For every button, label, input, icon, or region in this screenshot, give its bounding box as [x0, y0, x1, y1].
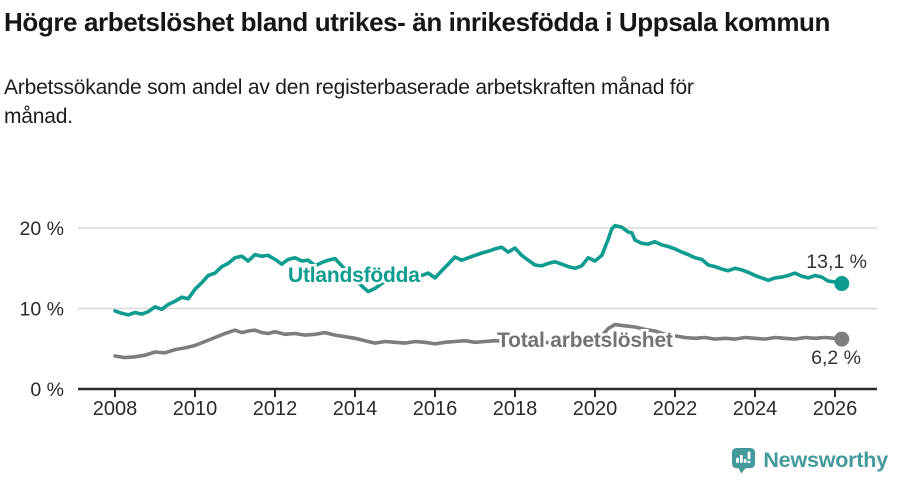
chart-canvas: 2008 2010 2012 2014 2016 2018 2020 2022 2024 2026…	[20, 218, 877, 420]
y-tick-label: 10 %	[20, 299, 64, 321]
series-end-dot-1	[834, 331, 850, 347]
x-tick-label: 2008	[93, 398, 138, 420]
x-tick-label: 2024	[733, 398, 778, 420]
y-tick-label: 0 %	[30, 379, 64, 401]
x-tick-label: 2012	[253, 398, 298, 420]
series-end-dot-0	[834, 276, 850, 292]
series-line-0	[113, 223, 844, 317]
newsworthy-logo-text: Newsworthy	[763, 448, 888, 472]
x-tick-label: 2010	[173, 398, 218, 420]
y-tick-label: 20 %	[20, 218, 64, 240]
newsworthy-logo-icon	[732, 448, 756, 474]
series-end-value-1: 6,2 %	[811, 347, 861, 369]
x-tick-label: 2022	[653, 398, 698, 420]
x-tick-label: 2026	[813, 398, 858, 420]
x-tick-label: 2020	[573, 398, 618, 420]
page-subtitle: Arbetssökande som andel av den registerb…	[4, 76, 694, 128]
series-label-1: Total arbetslöshet	[497, 329, 673, 352]
x-tick-label: 2016	[413, 398, 458, 420]
series-end-value-0: 13,1 %	[806, 251, 867, 273]
x-tick-label: 2018	[493, 398, 538, 420]
line-chart: 2008 2010 2012 2014 2016 2018 2020 2022 2024 2026…	[0, 191, 900, 431]
series-label-0: Utlandsfödda	[288, 264, 420, 287]
x-tick-label: 2014	[333, 398, 378, 420]
series-line-1	[113, 322, 844, 360]
page-title: Högre arbetslöshet bland utrikes- än inr…	[4, 7, 831, 37]
newsworthy-logo: Newsworthy	[731, 447, 888, 474]
